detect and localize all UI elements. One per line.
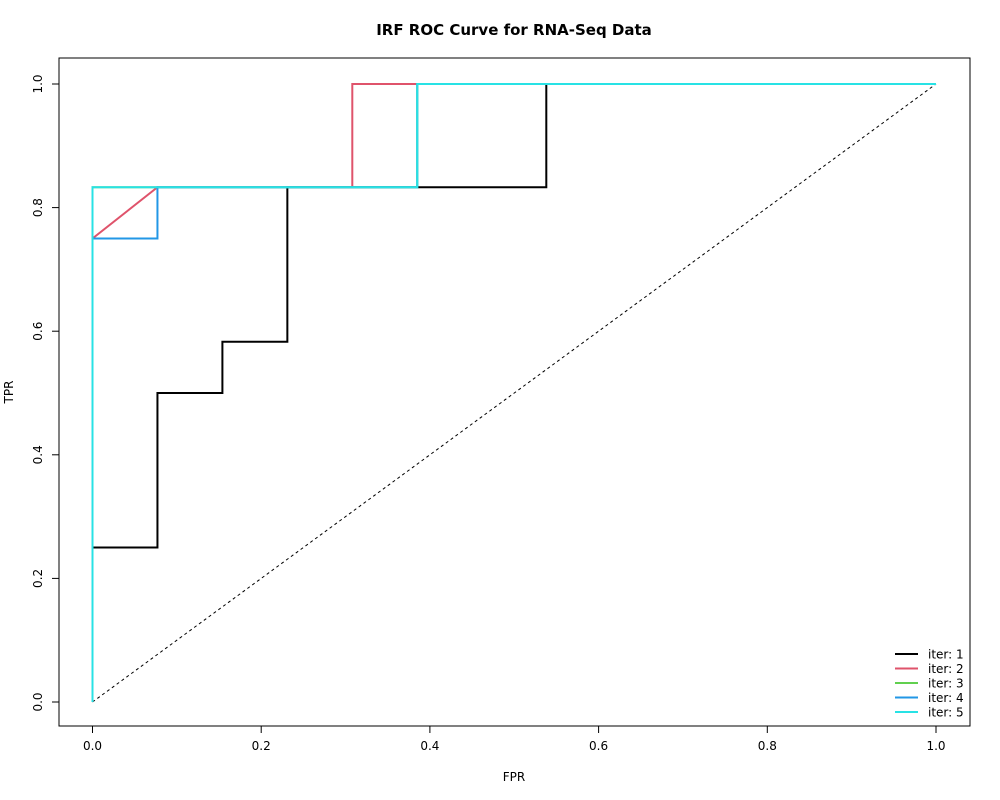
series-line-iter-5 — [91, 83, 936, 702]
x-tick-label: 0.8 — [758, 739, 777, 753]
y-tick-label: 1.0 — [31, 74, 45, 93]
x-tick-label: 0.6 — [589, 739, 608, 753]
reference-diagonal — [92, 83, 937, 703]
y-tick-label: 0.0 — [31, 692, 45, 711]
x-tick-label: 0.0 — [83, 739, 102, 753]
y-axis-label: TPR — [2, 381, 16, 405]
y-tick-label: 0.4 — [31, 445, 45, 464]
y-tick-label: 0.2 — [31, 569, 45, 588]
plot-lines — [91, 83, 937, 703]
legend-label-iter-3: iter: 3 — [928, 677, 964, 691]
y-tick-label: 0.6 — [31, 322, 45, 341]
x-tick-label: 0.2 — [252, 739, 271, 753]
legend-label-iter-2: iter: 2 — [928, 662, 964, 676]
y-tick-label: 0.8 — [31, 198, 45, 217]
legend-label-iter-1: iter: 1 — [928, 648, 964, 662]
x-axis-label: FPR — [503, 770, 525, 784]
axes: 0.0 0.2 0.4 0.6 0.8 1.0 0.0 0.2 0.4 0.6 0.8 1.0 — [31, 74, 946, 753]
series-line-iter-1 — [91, 83, 936, 702]
x-tick-label: 0.4 — [420, 739, 439, 753]
legend-label-iter-5: iter: 5 — [928, 706, 964, 720]
x-tick-label: 1.0 — [926, 739, 945, 753]
legend-label-iter-4: iter: 4 — [928, 691, 964, 705]
chart-title: IRF ROC Curve for RNA-Seq Data — [376, 21, 652, 39]
